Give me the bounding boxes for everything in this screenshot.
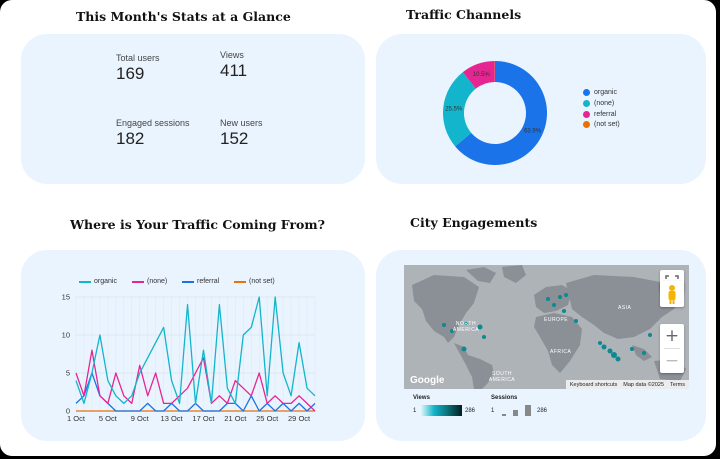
pie-slice-none[interactable] (443, 72, 476, 147)
legend-label: (not set) (594, 121, 620, 128)
stat-total-users: Total users 169 (116, 53, 160, 84)
traffic-title: Traffic Channels (406, 7, 522, 22)
pie-slice-label: 63.9% (524, 129, 542, 135)
line-legend-none[interactable]: (none) (132, 278, 167, 285)
pie-slice-label: 10.5% (473, 72, 491, 78)
x-tick-label: 1 Oct (67, 414, 86, 423)
pegman-icon (668, 285, 676, 304)
zoom-out-button[interactable]: − (664, 351, 680, 371)
line-legend-referral[interactable]: referral (182, 278, 219, 285)
line-legend-organic[interactable]: organic (79, 278, 117, 285)
stat-label: Total users (116, 53, 160, 63)
series-line-organic[interactable] (75, 296, 316, 405)
stat-engaged-sessions: Engaged sessions 182 (116, 118, 190, 149)
map-label-asia: ASIA (618, 305, 632, 311)
line-chart-title: Where is Your Traffic Coming From? (70, 217, 325, 232)
keyboard-shortcuts-link[interactable]: Keyboard shortcuts (569, 381, 618, 388)
legend-swatch (182, 280, 194, 283)
views-gradient (420, 405, 462, 416)
x-tick-label: 13 Oct (161, 414, 184, 423)
sessions-legend-label: Sessions (491, 395, 518, 401)
map-label-europe: EUROPE (544, 317, 569, 323)
legend-swatch (234, 280, 246, 283)
views-legend-label: Views (413, 395, 430, 401)
stats-title: This Month's Stats at a Glance (76, 9, 291, 24)
legend-label: organic (94, 278, 117, 285)
legend-item-referral[interactable]: referral (583, 111, 616, 118)
map-label-south-america: SOUTH AMERICA (488, 371, 516, 383)
x-tick-label: 9 Oct (131, 414, 150, 423)
legend-label: (none) (594, 100, 615, 107)
legend-item-organic[interactable]: organic (583, 89, 617, 96)
legend-swatch (583, 111, 590, 118)
stat-value: 152 (220, 129, 249, 148)
google-logo: Google (410, 375, 445, 386)
legend-swatch (583, 100, 590, 107)
stat-views: Views 411 (220, 50, 247, 81)
traffic-donut-chart: 63.9% 25.5% 10.5% (443, 61, 547, 165)
map-city-markers (442, 293, 652, 362)
zoom-in-button[interactable]: + (664, 326, 680, 346)
legend-item-none[interactable]: (none) (583, 100, 614, 107)
legend-swatch (132, 280, 144, 283)
legend-label: organic (594, 89, 617, 96)
pie-slice-referral[interactable] (462, 61, 495, 89)
stat-value: 411 (220, 61, 248, 80)
map-data-text: Map data ©2025 (623, 381, 665, 388)
street-view-pegman[interactable] (660, 281, 684, 307)
map-footer: Keyboard shortcuts Map data ©2025 Terms (565, 380, 689, 389)
sessions-legend-max: 286 (537, 408, 548, 414)
views-legend-max: 286 (465, 408, 476, 414)
world-map[interactable]: NORTH AMERICA EUROPE ASIA AFRICA SOUTH A… (404, 265, 689, 389)
stat-value: 182 (116, 129, 145, 148)
traffic-line-chart: 0 5 10 15 1 Oct 5 Oct 9 Oct 13 Oct 17 Oct 21 Oct 2… (62, 293, 316, 423)
map-land (412, 265, 686, 389)
session-bar-small (502, 414, 506, 416)
stat-label: Engaged sessions (116, 118, 190, 128)
y-tick-label: 15 (62, 293, 70, 302)
y-tick-label: 5 (66, 369, 70, 378)
legend-swatch (583, 121, 590, 128)
pie-slice-label: 25.5% (445, 107, 463, 113)
legend-swatch (79, 280, 91, 283)
zoom-control: + − (660, 324, 684, 373)
stats-panel: Total users 169 Views 411 Engaged sessio… (21, 34, 365, 184)
legend-label: referral (594, 111, 617, 118)
fullscreen-icon (665, 275, 679, 287)
y-tick-label: 10 (62, 331, 70, 340)
zoom-divider (664, 348, 680, 349)
line-legend-not-set[interactable]: (not set) (234, 278, 275, 285)
stat-label: Views (220, 50, 244, 60)
stat-new-users: New users 152 (220, 118, 263, 149)
map-label-north-america: NORTH AMERICA (452, 321, 480, 333)
x-tick-label: 17 Oct (192, 414, 215, 423)
legend-swatch (583, 89, 590, 96)
x-tick-label: 21 Oct (224, 414, 247, 423)
stat-label: New users (220, 118, 263, 128)
views-legend-min: 1 (413, 408, 417, 414)
legend-label: (none) (147, 278, 168, 285)
stat-value: 169 (116, 64, 145, 83)
sessions-legend-min: 1 (491, 408, 495, 414)
y-tick-label: 0 (66, 407, 70, 416)
city-title: City Engagements (410, 215, 538, 230)
session-bar-large (525, 405, 531, 416)
x-tick-label: 5 Oct (99, 414, 118, 423)
x-tick-label: 25 Oct (256, 414, 279, 423)
map-label-africa: AFRICA (550, 349, 572, 355)
pie-slice-organic[interactable] (455, 61, 547, 165)
legend-label: referral (197, 278, 220, 285)
x-tick-label: 29 Oct (288, 414, 311, 423)
session-bar-medium (513, 410, 518, 416)
legend-label: (not set) (249, 278, 275, 285)
series-line-none[interactable] (75, 349, 316, 412)
terms-link[interactable]: Terms (670, 381, 685, 388)
legend-item-not-set[interactable]: (not set) (583, 121, 620, 128)
